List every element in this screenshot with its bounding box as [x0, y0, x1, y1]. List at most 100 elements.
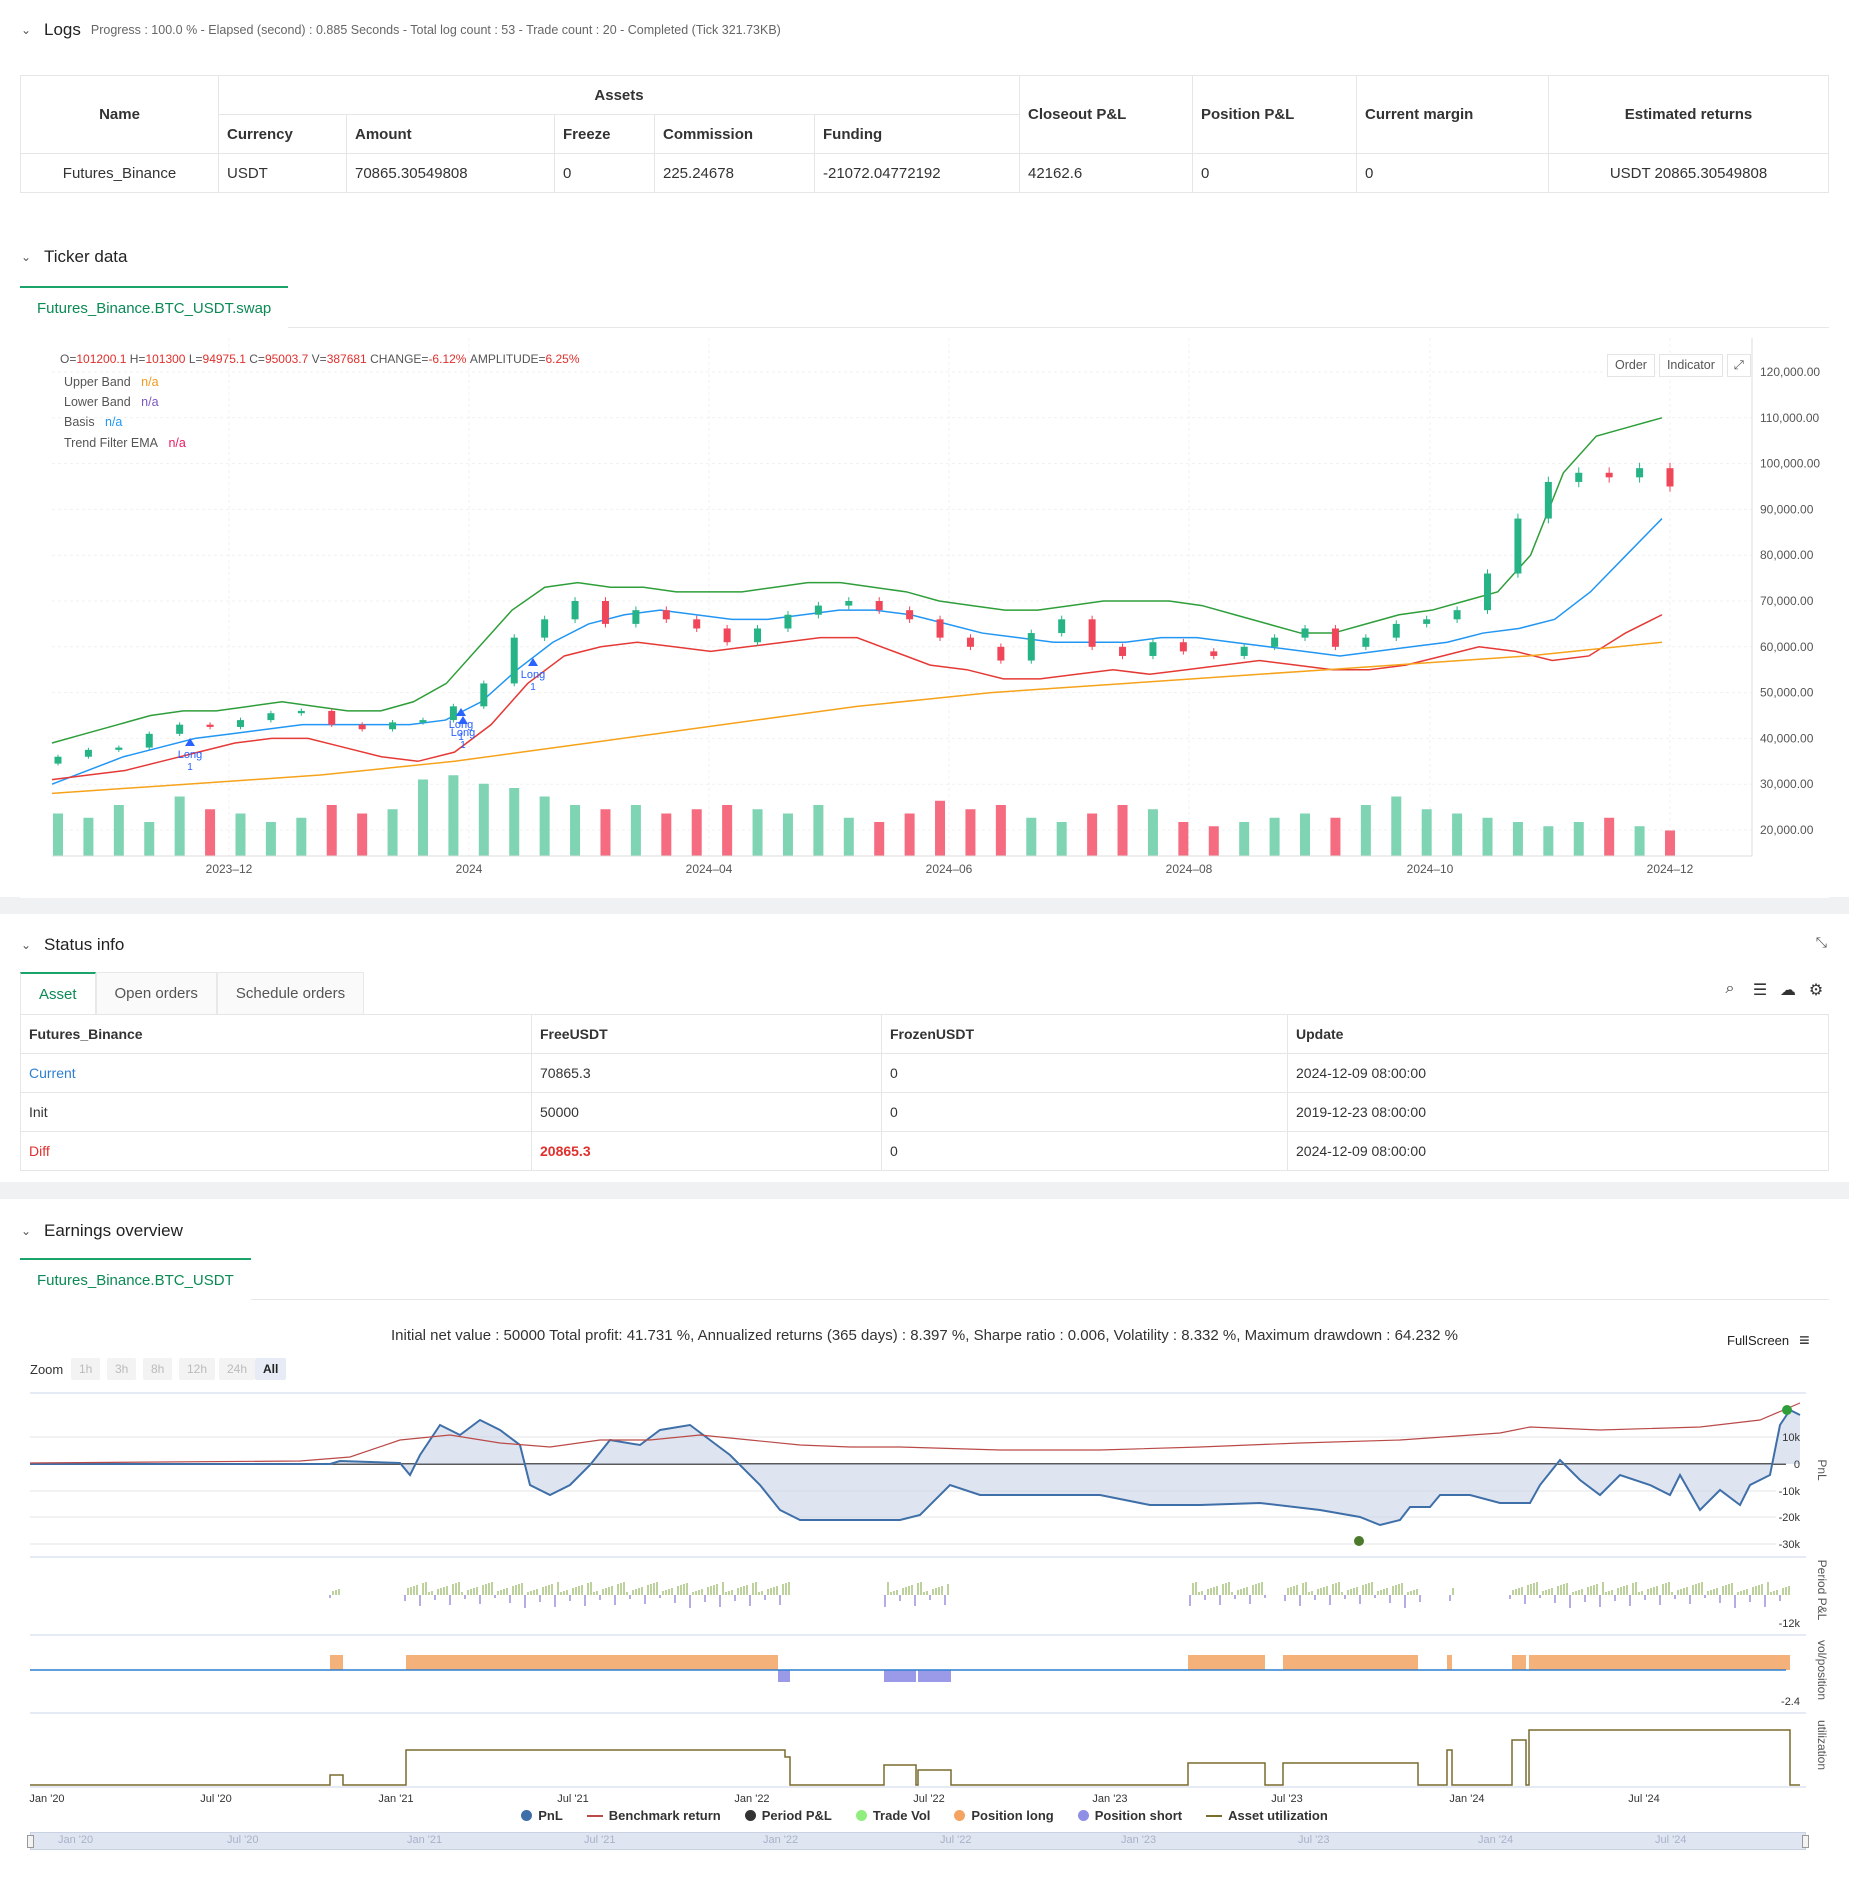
volume-bar: [417, 779, 428, 856]
indicator-button[interactable]: Indicator: [1658, 354, 1723, 377]
col-exchange: Futures_Binance: [20, 1014, 532, 1054]
zoom-1h[interactable]: 1h: [71, 1358, 101, 1380]
chevron-down-icon[interactable]: ⌄: [20, 250, 32, 264]
chevron-down-icon[interactable]: ⌄: [20, 1224, 32, 1238]
long-signal-label: Long: [451, 727, 475, 739]
order-button[interactable]: Order: [1607, 354, 1655, 377]
row-init-frozen: 0: [881, 1092, 1288, 1132]
tab-earnings-symbol[interactable]: Futures_Binance.BTC_USDT: [20, 1258, 251, 1300]
ohlc-chg-label: CHANGE=: [370, 352, 429, 366]
chevron-down-icon[interactable]: ⌄: [20, 23, 32, 37]
col-freeze: Freeze: [554, 114, 655, 154]
volume-bar: [235, 813, 246, 856]
candle-body: [1058, 619, 1066, 634]
zoom-12h[interactable]: 12h: [179, 1358, 216, 1380]
long-signal-qty: 1: [460, 740, 466, 751]
navigator-left-handle[interactable]: [27, 1835, 34, 1848]
long-signal-label: Long: [449, 719, 473, 731]
chevron-down-icon[interactable]: ⌄: [20, 938, 32, 952]
ticker-header[interactable]: ⌄ Ticker data: [20, 245, 128, 269]
x-tick-label: Jul '24: [1628, 1793, 1659, 1805]
legend-item-trade-vol[interactable]: Trade Vol: [855, 1808, 930, 1823]
pnl-tick-label: 0: [1794, 1459, 1800, 1471]
row-current-frozen: 0: [881, 1053, 1288, 1093]
tab-schedule-orders[interactable]: Schedule orders: [216, 972, 365, 1014]
legend-item-benchmark-return[interactable]: Benchmark return: [586, 1808, 721, 1823]
period-axis-label: Period P&L: [1815, 1560, 1829, 1621]
navigator-tick-label: Jul '23: [1298, 1834, 1330, 1846]
cell-name: Futures_Binance: [20, 153, 219, 193]
zoom-all[interactable]: All: [255, 1358, 287, 1380]
earnings-header[interactable]: ⌄ Earnings overview: [20, 1219, 183, 1243]
row-current-label[interactable]: Current: [20, 1053, 532, 1093]
gear-icon[interactable]: ⚙: [1808, 982, 1824, 999]
y-tick-label: 110,000.00: [1760, 411, 1819, 425]
volume-bar: [1452, 813, 1463, 856]
candle-body: [1088, 619, 1096, 647]
legend-item-position-long[interactable]: Position long: [954, 1808, 1054, 1823]
ohlc-h-label: H=: [129, 352, 146, 366]
col-position: Position P&L: [1192, 75, 1357, 154]
candle-body: [1119, 646, 1127, 656]
list-icon[interactable]: ☰: [1752, 982, 1768, 999]
volume-bar: [478, 783, 489, 856]
basis-line: [51, 518, 1663, 785]
zoom-3h[interactable]: 3h: [107, 1358, 137, 1380]
zoom-8h[interactable]: 8h: [143, 1358, 173, 1380]
tab-asset[interactable]: Asset: [20, 972, 96, 1014]
volume-bar: [1360, 805, 1371, 856]
candle-body: [1362, 637, 1370, 647]
ohlc-h: 101300: [145, 352, 186, 366]
candle-body: [1301, 628, 1309, 638]
long-signal-arrow: [458, 716, 468, 724]
logs-title: Logs: [44, 20, 81, 39]
earnings-chart[interactable]: 10k 0 -10k -20k -30k PnL -12k Period P&L -2.4 vol…: [0, 1385, 1849, 1865]
position-long-bar: [1529, 1655, 1790, 1670]
legend-lower-band[interactable]: Lower Band n/a: [64, 392, 186, 412]
navigator-right-handle[interactable]: [1802, 1835, 1809, 1848]
row-diff-update: 2024-12-09 08:00:00: [1287, 1131, 1829, 1171]
candlestick-chart[interactable]: 120,000.00110,000.00100,000.0090,000.008…: [0, 338, 1849, 898]
ohlc-l: 94975.1: [202, 352, 246, 366]
navigator-tick-label: Jan '20: [58, 1834, 94, 1846]
ohlc-c-label: C=: [249, 352, 265, 366]
pnl-line: [30, 1408, 1801, 1527]
col-name: Name: [20, 75, 219, 154]
col-returns: Estimated returns: [1548, 75, 1829, 154]
row-diff-free: 20865.3: [531, 1131, 882, 1171]
legend-item-pnl[interactable]: PnL: [521, 1808, 563, 1823]
cloud-download-icon[interactable]: ☁: [1780, 982, 1796, 999]
x-tick-label: Jul '23: [1271, 1793, 1302, 1805]
legend-trend-ema[interactable]: Trend Filter EMA n/a: [64, 433, 186, 453]
hamburger-menu-icon[interactable]: ≡: [1799, 1330, 1810, 1350]
legend-item-period-p-l[interactable]: Period P&L: [744, 1808, 832, 1823]
logs-header[interactable]: ⌄ Logs Progress : 100.0 % - Elapsed (sec…: [20, 18, 781, 42]
tab-open-orders[interactable]: Open orders: [95, 972, 217, 1014]
legend-item-asset-utilization[interactable]: Asset utilization: [1206, 1808, 1328, 1823]
candle-body: [1331, 628, 1339, 647]
legend-basis[interactable]: Basis n/a: [64, 412, 186, 432]
row-diff-label[interactable]: Diff: [20, 1131, 532, 1171]
navigator[interactable]: Jan '20 Jul '20 Jan '21 Jul '21 Jan '22 Jul '…: [27, 1832, 1809, 1850]
y-tick-label: 120,000.00: [1760, 365, 1820, 379]
table-row: Futures_Binance USDT 70865.30549808 0 22…: [20, 153, 1829, 193]
candle-body: [1240, 646, 1248, 656]
legend-upper-band[interactable]: Upper Band n/a: [64, 372, 186, 392]
y-tick-label: 70,000.00: [1760, 594, 1814, 608]
y-tick-label: 20,000.00: [1760, 823, 1814, 837]
y-tick-label: 40,000.00: [1760, 731, 1814, 745]
earnings-summary: Initial net value : 50000 Total profit: …: [390, 1327, 1458, 1344]
fullscreen-button[interactable]: FullScreen ≡: [1727, 1330, 1810, 1351]
volume-bar: [843, 817, 854, 856]
zoom-24h[interactable]: 24h: [219, 1358, 256, 1380]
legend-item-position-short[interactable]: Position short: [1077, 1808, 1182, 1823]
tab-ticker-symbol[interactable]: Futures_Binance.BTC_USDT.swap: [20, 286, 289, 328]
legend-marker-icon: [1077, 1810, 1089, 1821]
ohlc-readout: O= 101200.1 H= 101300 L= 94975.1 C= 95003.7 …: [60, 352, 580, 366]
collapse-icon[interactable]: ⤡: [1815, 934, 1827, 950]
status-header[interactable]: ⌄ Status info: [20, 933, 124, 957]
search-icon[interactable]: ⌕: [1725, 980, 1735, 997]
expand-icon[interactable]: ⤢: [1726, 354, 1751, 377]
volume-bar: [661, 813, 672, 856]
cell-position: 0: [1192, 153, 1357, 193]
